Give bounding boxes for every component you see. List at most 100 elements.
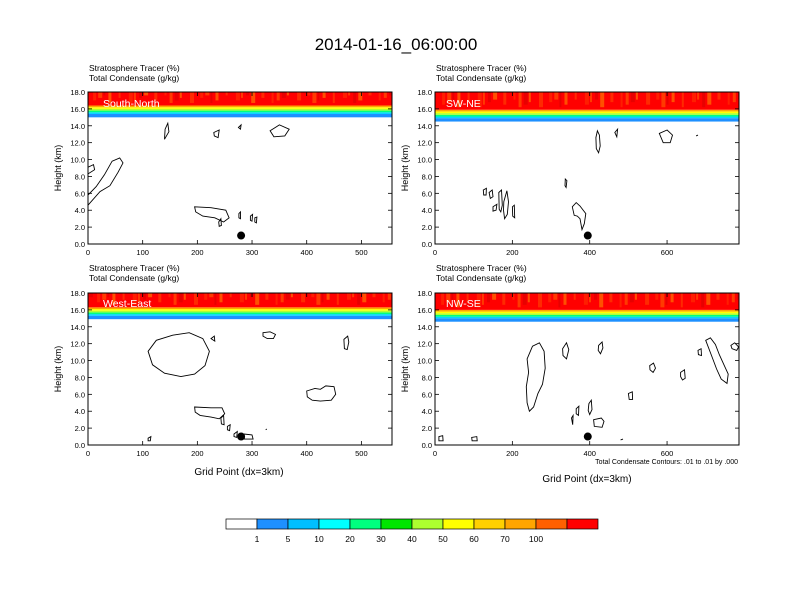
tracer-streak (311, 293, 315, 298)
tracer-streak (178, 293, 183, 303)
tracer-streak (352, 293, 355, 298)
tracer-streak (373, 92, 378, 103)
plot-frame (87, 292, 393, 446)
y-tick-label: 2.0 (75, 424, 85, 433)
tracer-streak (239, 293, 244, 303)
tracer-streak (286, 92, 289, 96)
tracer-streak (712, 92, 715, 103)
y-tick-label: 14.0 (70, 323, 85, 332)
tracer-streak (721, 293, 726, 308)
condensate-contour (695, 134, 699, 137)
tracer-streak (123, 92, 127, 96)
tracer-streak (599, 293, 604, 308)
tracer-streak (732, 92, 736, 103)
tracer-streak (481, 293, 484, 305)
tracer-streak (168, 293, 171, 298)
panel-sw-ne: Stratosphere Tracer (%) Total Condensate… (400, 63, 740, 257)
tracer-streak (108, 92, 112, 103)
y-tick-label: 2.0 (75, 223, 85, 232)
y-axis-label: Height (km) (53, 346, 63, 393)
y-tick-label: 10.0 (70, 156, 85, 165)
y-tick-label: 10.0 (417, 357, 432, 366)
tracer-streak (163, 293, 168, 300)
location-marker (237, 432, 246, 441)
tracer-layer (435, 311, 739, 314)
condensate-contour (237, 123, 242, 131)
tracer-streak (128, 92, 133, 103)
panel-subtitle-line1: Stratosphere Tracer (%) (89, 263, 180, 273)
tracer-streak (341, 293, 345, 303)
tracer-layer (88, 315, 392, 320)
tracer-layer (435, 114, 739, 117)
x-tick-label: 500 (355, 449, 368, 458)
legend-label: 100 (529, 534, 543, 544)
tracer-streak (149, 92, 152, 103)
tracer-streak (462, 92, 467, 105)
tracer-streak (372, 293, 376, 298)
tracer-layer (435, 111, 739, 114)
legend-label: 20 (345, 534, 355, 544)
tracer-streak (600, 92, 605, 108)
tracer-streak (92, 293, 94, 305)
tracer-streak (605, 92, 608, 105)
condensate-contour (226, 423, 231, 432)
x-tick-label: 400 (583, 449, 596, 458)
x-tick-label: 500 (355, 248, 368, 257)
tracer-streak (387, 293, 391, 300)
y-tick-label: 10.0 (70, 357, 85, 366)
tracer-layer (435, 118, 739, 122)
condensate-contour (705, 337, 729, 385)
tracer-streak (88, 293, 93, 298)
x-tick-label: 200 (506, 248, 519, 257)
condensate-contour (498, 189, 503, 214)
tracer-streak (260, 293, 263, 303)
plot-area: 0.0 2.0 4.0 6.0 8.0 10.0 12.0 14.0 16.0 18.0 0 100 2… (70, 289, 393, 458)
condensate-contour (88, 163, 96, 175)
y-tick-label: 0.0 (422, 441, 432, 450)
tracer-layer (435, 309, 739, 312)
tracer-streak (507, 293, 512, 303)
y-tick-label: 8.0 (422, 172, 432, 181)
y-tick-label: 6.0 (75, 390, 85, 399)
tracer-streak (477, 92, 482, 108)
tracer-streak (579, 92, 583, 108)
tracer-streak (377, 293, 382, 305)
tracer-streak (281, 92, 286, 98)
tracer-streak (538, 293, 542, 308)
tracer-streak (554, 92, 559, 100)
y-tick-label: 8.0 (75, 172, 85, 181)
tracer-streak (452, 92, 455, 100)
location-marker (237, 231, 246, 240)
legend-swatch (287, 518, 320, 530)
panel-subtitle-line2: Total Condensate (g/kg) (436, 273, 526, 283)
tracer-streak (307, 92, 311, 96)
y-tick-label: 16.0 (417, 105, 432, 114)
legend-label: 1 (255, 534, 260, 544)
y-tick-label: 12.0 (70, 139, 85, 148)
y-tick-label: 0.0 (75, 240, 85, 249)
tracer-streak (646, 92, 651, 105)
tracer-streak (326, 293, 330, 300)
tracer-streak (183, 293, 186, 300)
legend-label: 50 (438, 534, 448, 544)
tracer-streak (466, 293, 469, 303)
plot-frame (87, 91, 393, 245)
tracer-streak (527, 293, 530, 303)
x-tick-label: 600 (661, 449, 674, 458)
y-tick-label: 4.0 (422, 407, 432, 416)
tracer-streak (153, 293, 156, 305)
tracer-streak (656, 92, 660, 100)
y-tick-label: 2.0 (422, 223, 432, 232)
tracer-layer (435, 113, 739, 115)
condensate-contour (680, 369, 686, 381)
tracer-streak (194, 293, 198, 305)
condensate-contour (488, 189, 494, 200)
legend-label: 10 (314, 534, 324, 544)
tracer-layer (88, 113, 392, 118)
legend-swatch (380, 518, 413, 530)
tracer-streak (670, 293, 674, 303)
tracer-streak (471, 293, 475, 300)
tracer-streak (624, 293, 628, 305)
tracer-streak (614, 293, 619, 300)
tracer-streak (553, 293, 558, 300)
